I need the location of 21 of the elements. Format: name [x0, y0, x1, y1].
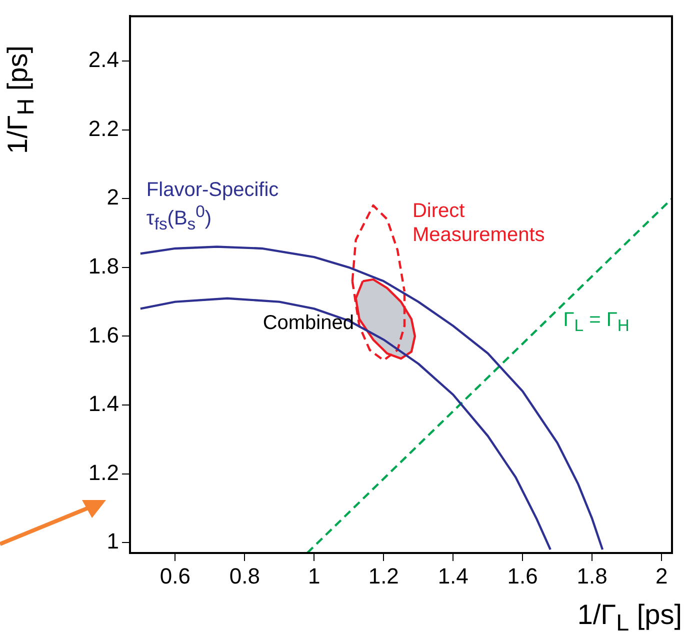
- x-axis-title: 1/Γ$_{L}$ [ps]: [577, 599, 682, 637]
- x-tick-label: 1.2: [368, 563, 399, 588]
- x-tick-label: 1: [308, 563, 320, 588]
- x-tick-label: 2: [655, 563, 668, 588]
- y-tick-label: 2.2: [88, 116, 119, 141]
- y-tick-label: 1.4: [88, 391, 119, 416]
- x-tick-label: 0.8: [229, 563, 260, 588]
- y-tick-label: 1: [106, 528, 119, 554]
- x-tick-label: 1.6: [507, 563, 538, 588]
- series-label: Direct Measurements: [412, 199, 546, 248]
- y-tick-label: 1.2: [88, 460, 119, 485]
- y-tick-label: 2.4: [88, 46, 119, 72]
- y-tick-label: 2: [106, 184, 119, 210]
- series-label: Combined: [262, 311, 354, 335]
- x-tick-label: 1.4: [438, 563, 468, 588]
- x-tick-label: 0.6: [160, 563, 190, 588]
- y-tick-label: 1.8: [88, 253, 119, 278]
- y-tick-label: 1.6: [88, 322, 119, 348]
- x-tick-label: 1.8: [576, 563, 608, 588]
- series-label: Γ$_{L}$ = Γ$_{H}$: [563, 308, 630, 336]
- series-label: Flavor-Specific τ$_{fs}$(B$_{s}$$^{0}$): [146, 178, 280, 234]
